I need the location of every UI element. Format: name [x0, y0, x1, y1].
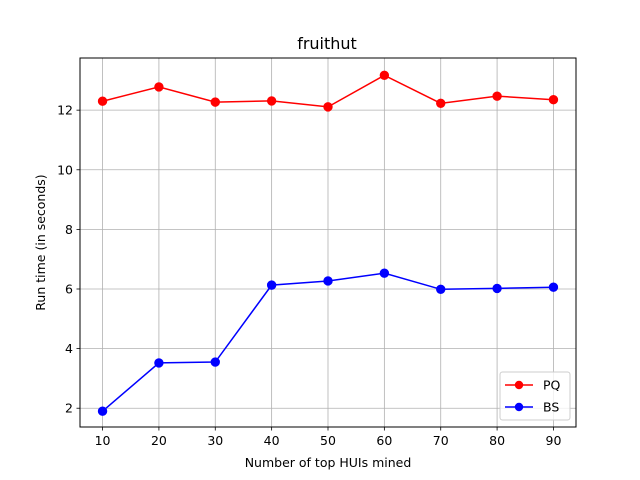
data-point — [379, 268, 390, 278]
x-tick-label: 70 — [433, 433, 449, 448]
data-point — [323, 102, 333, 112]
x-tick-label: 50 — [320, 433, 336, 448]
x-tick-label: 20 — [151, 433, 167, 448]
legend-marker — [514, 402, 524, 412]
x-tick-label: 60 — [376, 433, 392, 448]
series-pq — [97, 70, 559, 112]
data-point — [154, 358, 164, 368]
series-bs — [97, 268, 559, 416]
data-point — [97, 406, 108, 416]
legend-marker — [514, 380, 524, 390]
legend: PQ BS — [499, 371, 571, 421]
x-tick-label: 30 — [207, 433, 223, 448]
y-tick-label: 10 — [57, 162, 73, 177]
y-tick-label: 8 — [65, 222, 73, 237]
y-tick-label: 12 — [57, 103, 73, 118]
data-point — [97, 96, 108, 106]
data-point — [210, 357, 220, 367]
legend-item-bs: BS — [505, 400, 559, 415]
x-axis-label: Number of top HUIs mined — [245, 455, 412, 470]
data-point — [323, 276, 333, 286]
x-tick-label: 40 — [264, 433, 280, 448]
legend-item-pq: PQ — [505, 378, 561, 393]
y-tick-label: 6 — [65, 281, 73, 296]
x-tick-label: 90 — [546, 433, 562, 448]
data-point — [266, 96, 277, 106]
data-point — [266, 280, 277, 290]
data-point — [436, 98, 446, 109]
chart-title: fruithut — [297, 34, 357, 53]
data-point — [210, 97, 220, 107]
data-point — [379, 70, 390, 80]
y-tick-label: 2 — [65, 401, 73, 416]
data-point — [154, 82, 164, 92]
grid — [80, 58, 576, 427]
data-point — [492, 91, 502, 101]
data-point — [548, 95, 559, 105]
data-point — [492, 283, 502, 294]
x-tick-label: 80 — [489, 433, 505, 448]
legend-label: BS — [543, 400, 559, 415]
y-axis: 2 4 6 8 10 12 — [57, 103, 80, 416]
x-tick-label: 10 — [95, 433, 111, 448]
data-point — [548, 282, 559, 292]
legend-label: PQ — [543, 378, 561, 393]
data-point — [436, 284, 446, 294]
x-axis: 10 20 30 40 50 60 70 80 90 — [95, 427, 562, 448]
series-layer — [97, 70, 559, 416]
y-axis-label: Run time (in seconds) — [33, 174, 48, 310]
y-tick-label: 4 — [65, 341, 73, 356]
